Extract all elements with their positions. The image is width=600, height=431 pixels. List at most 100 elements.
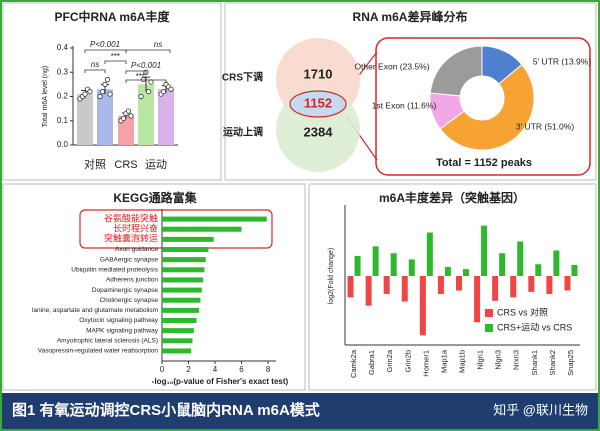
overlap-value: 1152	[304, 95, 332, 110]
bar	[162, 277, 204, 283]
data-point	[160, 89, 167, 95]
y-tick-label: MAPK signaling pathway	[86, 327, 159, 334]
y-tick-label: Axon guidance	[115, 246, 158, 253]
bracket	[125, 49, 171, 53]
bar	[474, 276, 481, 323]
x-tick-label: 对照	[84, 157, 106, 171]
bar	[162, 236, 214, 242]
y-tick-label: 谷氨酸能突触	[104, 212, 158, 223]
data-point	[82, 91, 88, 97]
bar	[162, 216, 267, 222]
bar	[347, 276, 354, 298]
panel	[224, 2, 597, 181]
bar	[365, 276, 372, 306]
watermark: 知乎 @联川生物	[493, 402, 588, 417]
bar	[517, 241, 524, 276]
data-point	[107, 91, 113, 97]
bar	[535, 264, 542, 276]
bar	[162, 287, 202, 293]
y-tick-label: lanine, aspartate and glutamate metaboli…	[32, 307, 158, 314]
x-tick-label: Snap25	[566, 350, 575, 376]
bar	[162, 348, 192, 354]
bar	[354, 255, 361, 276]
data-point	[87, 89, 93, 95]
bracket	[125, 79, 167, 83]
bar	[444, 267, 451, 276]
bar	[372, 246, 379, 276]
bar	[553, 250, 560, 276]
bar	[571, 264, 578, 276]
legend-swatch	[485, 309, 493, 317]
y-axis-label: log2(Fold change)	[328, 248, 335, 304]
x-tick-label: 2	[186, 365, 191, 374]
highlight-box	[375, 37, 591, 176]
set-value: 1710	[304, 66, 333, 81]
chart-title: RNA m6A差异峰分布	[353, 9, 468, 24]
data-point	[102, 81, 108, 87]
chart-title: PFC中RNA m6A丰度	[55, 9, 171, 24]
bar	[162, 338, 193, 344]
x-tick-label: Map1a	[439, 349, 448, 373]
annotation: P<0.001	[131, 61, 161, 70]
bar	[499, 253, 506, 276]
bar	[77, 94, 93, 145]
bar	[419, 276, 426, 336]
y-tick-label: 0.2	[57, 92, 69, 101]
x-axis-label: -log₁₀(p-value of Fisher's exact test)	[152, 377, 289, 386]
data-point	[140, 76, 147, 83]
data-point	[148, 79, 154, 85]
x-tick-label: Gabra1	[367, 350, 376, 375]
data-point	[145, 89, 152, 95]
y-tick-label: 突触囊泡转运	[104, 233, 158, 244]
data-point	[99, 89, 106, 95]
x-tick-label: Map1b	[457, 350, 466, 373]
chart-title: KEGG通路富集	[113, 190, 197, 205]
y-tick-label: Dopaminergic synapse	[92, 287, 159, 294]
bar	[162, 247, 209, 252]
bar	[564, 276, 571, 291]
x-tick-label: Nlgn1	[476, 350, 485, 370]
bracket	[104, 60, 127, 64]
bracket	[125, 70, 147, 74]
bar	[528, 276, 535, 292]
y-tick-label: Cholinergic synapse	[99, 297, 158, 304]
panel	[2, 183, 306, 391]
bar	[138, 84, 154, 145]
y-tick-label: 0.0	[57, 140, 69, 149]
caption: 图1 有氧运动调控CRS小鼠脑内RNA m6A模式	[12, 401, 320, 419]
x-tick-label: Grin2b	[403, 350, 412, 373]
bar	[492, 276, 499, 301]
y-tick-label: Vasopressin-regulated water reabsorption	[38, 348, 159, 355]
bar	[383, 276, 390, 294]
y-axis-label: Total m6A level (ng)	[42, 66, 49, 127]
x-tick-label: Homer1	[421, 350, 430, 377]
x-tick-label: Grin2a	[385, 349, 394, 372]
legend-swatch	[485, 324, 493, 332]
data-point	[168, 86, 174, 92]
y-tick-label: 长时程兴奋	[113, 223, 158, 234]
bar	[390, 253, 397, 276]
bar	[162, 297, 201, 303]
y-tick-label: Amyotrophic lateral sclerosis (ALS)	[57, 338, 158, 345]
slice-label: Other Exon (23.5%)	[354, 61, 429, 71]
bar	[481, 225, 488, 276]
bar	[118, 115, 134, 145]
bar	[546, 276, 553, 294]
bar	[463, 269, 469, 276]
y-tick-label: 0.3	[57, 67, 69, 76]
y-tick-label: Adherens junction	[106, 277, 158, 284]
panel	[2, 2, 222, 181]
bar	[426, 232, 433, 276]
x-tick-label: Shank2	[548, 350, 557, 375]
pie-slice	[429, 45, 483, 97]
venn-overlap	[289, 90, 347, 118]
pie-slice	[439, 63, 535, 151]
x-tick-label: 0	[160, 365, 165, 374]
bracket	[84, 69, 106, 73]
x-tick-label: 6	[239, 365, 244, 374]
bar	[162, 267, 205, 273]
x-tick-label: 4	[213, 365, 218, 374]
x-tick-label: Camk2a	[349, 349, 358, 378]
x-tick-label: Nrxn3	[512, 350, 521, 370]
bar	[158, 89, 174, 145]
